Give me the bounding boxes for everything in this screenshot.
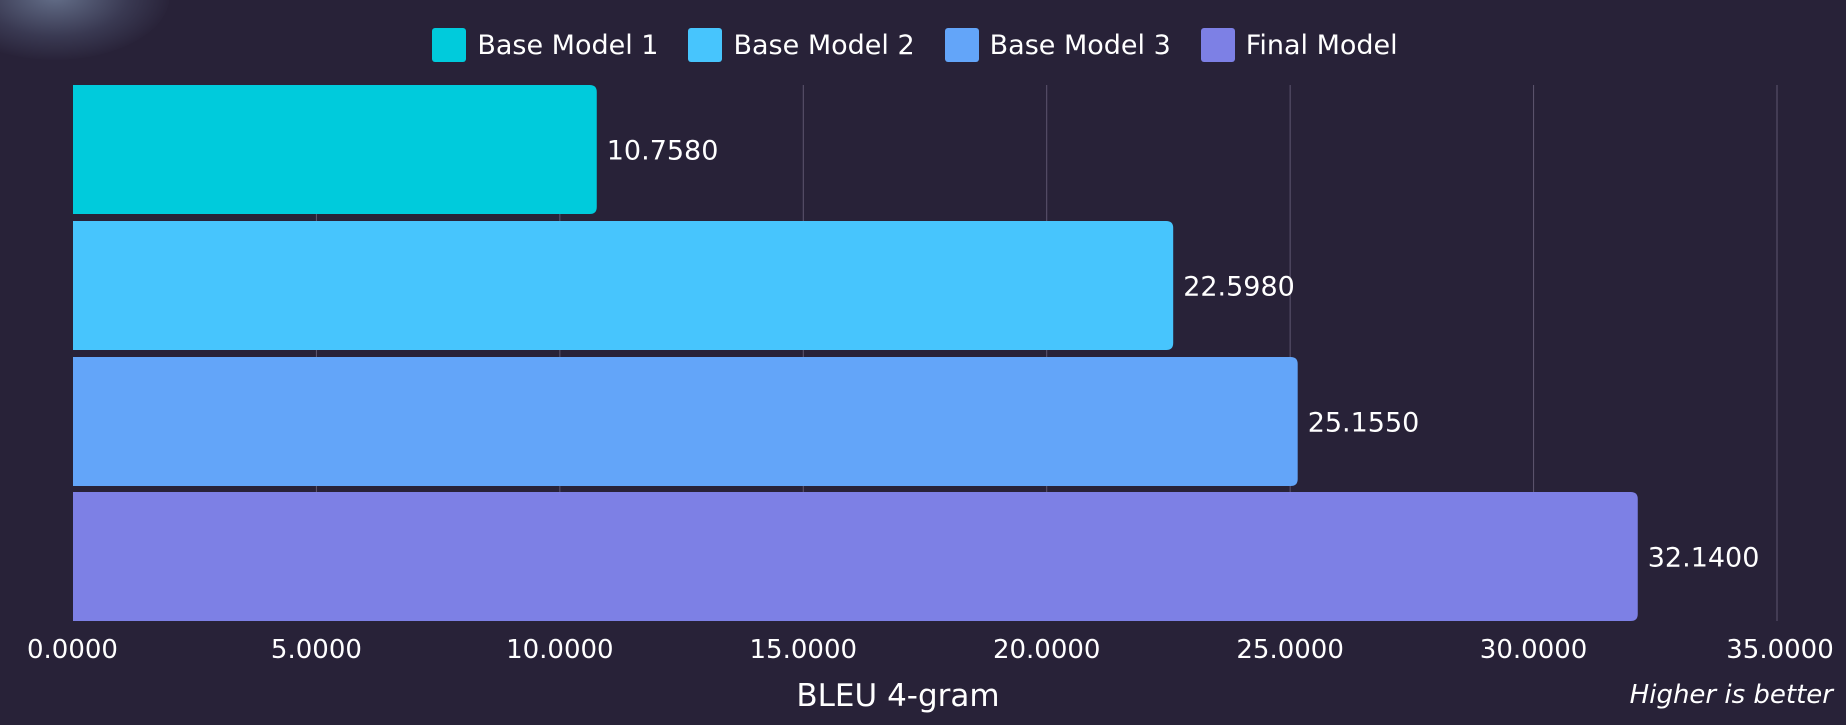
x-tick-label-2: 10.0000 <box>506 635 614 665</box>
x-tick-label-7: 35.0000 <box>1726 635 1834 665</box>
legend-label-base-model-3: Base Model 3 <box>989 29 1171 61</box>
legend-item-base-model-3: Base Model 3 <box>944 28 1171 62</box>
x-tick-label-4: 20.0000 <box>993 635 1101 665</box>
x-tick-label-3: 15.0000 <box>750 635 858 665</box>
legend-label-base-model-2: Base Model 2 <box>733 29 915 61</box>
x-tick-label-5: 25.0000 <box>1236 635 1344 665</box>
x-tick-label-0: 0.0000 <box>27 635 118 665</box>
legend-item-base-model-2: Base Model 2 <box>688 28 915 62</box>
x-tick-label-6: 30.0000 <box>1480 635 1588 665</box>
x-tick-label-1: 5.0000 <box>271 635 362 665</box>
value-label-base-model-2: 22.5980 <box>1183 272 1295 303</box>
value-label-final-model: 32.1400 <box>1648 543 1760 574</box>
legend-swatch-final-model <box>1200 28 1235 62</box>
legend-item-final-model: Final Model <box>1200 28 1398 62</box>
bar-final-model <box>73 492 1638 621</box>
chart-legend: Base Model 1 Base Model 2 Base Model 3 F… <box>0 28 1838 62</box>
legend-swatch-base-model-3 <box>944 28 979 62</box>
bar-base-model-1 <box>73 85 597 214</box>
legend-swatch-base-model-2 <box>688 28 723 62</box>
bar-base-model-3 <box>73 357 1298 486</box>
legend-label-final-model: Final Model <box>1245 29 1398 61</box>
legend-label-base-model-1: Base Model 1 <box>477 29 659 61</box>
bar-base-model-2 <box>73 221 1174 350</box>
x-axis-title: BLEU 4-gram <box>796 678 1000 714</box>
legend-swatch-base-model-1 <box>432 28 467 62</box>
value-label-base-model-1: 10.7580 <box>607 136 719 167</box>
value-label-base-model-3: 25.1550 <box>1308 408 1420 439</box>
legend-item-base-model-1: Base Model 1 <box>432 28 658 62</box>
higher-is-better-note: Higher is better <box>1629 680 1833 710</box>
